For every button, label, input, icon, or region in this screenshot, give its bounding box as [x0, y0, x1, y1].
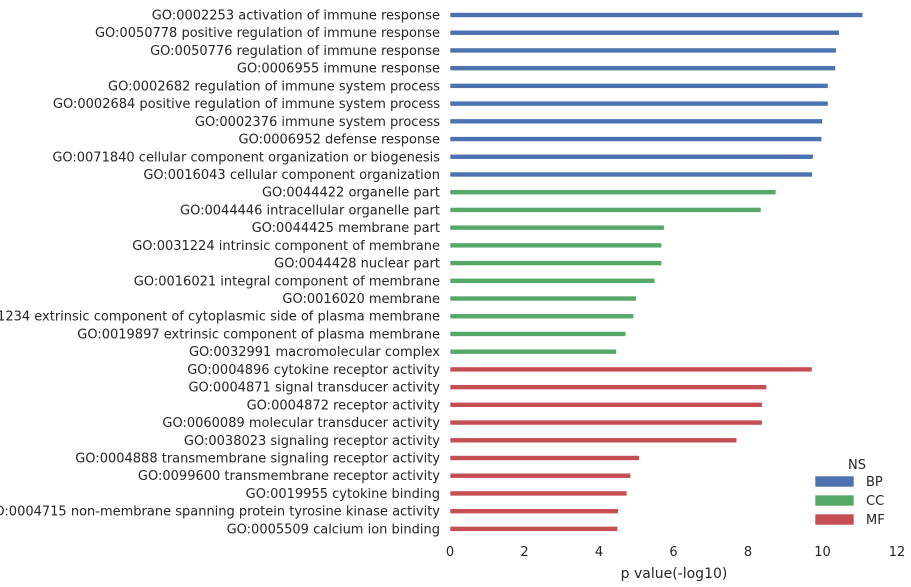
y-tick-label: GO:0016021 integral component of membran…: [134, 274, 440, 289]
bar-bp: [449, 100, 829, 107]
bar-bp: [449, 153, 814, 160]
x-tick-label: 10: [814, 545, 831, 560]
bar-bp: [449, 12, 864, 18]
bar-mf: [449, 526, 618, 532]
bar-bp: [449, 171, 813, 178]
y-tick-labels: GO:0002253 activation of immune response…: [0, 9, 440, 538]
x-axis-label: p value(-log10): [621, 566, 728, 582]
bar-cc: [449, 224, 665, 231]
y-tick-label: GO:0038023 signaling receptor activity: [184, 434, 440, 449]
bar-cc: [449, 277, 656, 284]
y-tick-label: GO:0006955 immune response: [237, 62, 440, 77]
x-tick-label: 2: [520, 545, 528, 560]
x-tick-labels: 0 2 4 6 8 10 12: [446, 545, 905, 560]
bar-mf: [449, 490, 628, 497]
y-tick-label: GO:0002684 positive regulation of immune…: [53, 97, 440, 112]
bar-mf: [449, 402, 763, 408]
y-tick-label: GO:0019955 cytokine binding: [246, 487, 440, 502]
x-tick-label: 4: [595, 545, 603, 560]
y-tick-label: GO:0099600 transmembrane receptor activi…: [138, 469, 440, 484]
legend: NS BP CC MF: [814, 458, 885, 528]
legend-label-cc: CC: [866, 494, 884, 509]
y-tick-label: GO:0044428 nuclear part: [274, 257, 440, 272]
x-tick-label: 12: [889, 545, 906, 560]
y-tick-label: GO:0002253 activation of immune response: [152, 9, 440, 24]
y-tick-label: GO:0031224 intrinsic component of membra…: [132, 239, 440, 254]
legend-label-bp: BP: [866, 475, 883, 490]
y-tick-label: GO:0002376 immune system process: [195, 115, 440, 130]
y-tick-label: GO:0071840 cellular component organizati…: [52, 150, 440, 165]
bar-mf: [449, 508, 619, 514]
y-tick-label: GO:0004896 cytokine receptor activity: [187, 363, 440, 378]
y-tick-label: GO:0016043 cellular component organizati…: [143, 168, 440, 183]
bar-cc: [449, 207, 762, 213]
y-tick-label: GO:0044425 membrane part: [252, 221, 440, 236]
bar-cc: [449, 189, 777, 195]
bar-bp: [449, 83, 829, 89]
y-tick-label: GO:0050778 positive regulation of immune…: [95, 26, 440, 41]
bar-mf: [449, 366, 813, 373]
legend-swatch-mf: [814, 513, 855, 526]
x-tick-label: 0: [446, 545, 454, 560]
x-tick-label: 8: [744, 545, 752, 560]
x-tick-label: 6: [669, 545, 677, 560]
y-tick-label: GO:0060089 molecular transducer activity: [162, 416, 440, 431]
y-tick-label: GO:0006952 defense response: [239, 133, 441, 148]
bar-cc: [449, 331, 627, 337]
y-tick-label: GO:0004872 receptor activity: [247, 398, 441, 413]
y-tick-label: GO:0016020 membrane: [282, 292, 440, 307]
legend-swatch-bp: [814, 475, 855, 488]
bar-cc: [449, 313, 634, 320]
bar-bp: [449, 65, 836, 71]
y-tick-label: GO:0044422 organelle part: [262, 186, 440, 201]
bar-mf: [449, 384, 767, 390]
bar-bp: [449, 118, 823, 125]
y-tick-label: GO:0004715 non-membrane spanning protein…: [0, 505, 440, 520]
bar-mf: [449, 455, 640, 461]
legend-label-mf: MF: [866, 513, 885, 528]
legend-items: BP CC MF: [814, 475, 885, 528]
y-tick-label: GO:0019897 extrinsic component of plasma…: [77, 327, 440, 342]
y-tick-label: GO:0004888 transmembrane signaling recep…: [75, 452, 440, 467]
y-tick-label: GO:0032991 macromolecular complex: [189, 345, 440, 360]
bars-layer: [449, 12, 864, 532]
y-tick-label: GO:0004871 signal transducer activity: [188, 381, 440, 396]
bar-mf: [449, 419, 763, 426]
bar-bp: [449, 47, 837, 54]
y-tick-label: GO:0050776 regulation of immune response: [150, 44, 440, 59]
bar-cc: [449, 260, 662, 266]
legend-swatch-cc: [814, 494, 855, 507]
y-tick-label: GO:0044446 intracellular organelle part: [180, 203, 440, 218]
y-tick-label: GO:0031234 extrinsic component of cytopl…: [0, 310, 440, 325]
bar-mf: [449, 437, 738, 444]
bar-cc: [449, 295, 637, 302]
bar-bp: [449, 29, 840, 36]
y-tick-label: GO:0002682 regulation of immune system p…: [108, 79, 440, 94]
bar-cc: [449, 348, 617, 355]
bar-cc: [449, 242, 662, 249]
y-tick-label: GO:0005509 calcium ion binding: [227, 522, 440, 537]
bar-bp: [449, 136, 823, 142]
bar-mf: [449, 472, 631, 479]
legend-title: NS: [848, 458, 866, 473]
